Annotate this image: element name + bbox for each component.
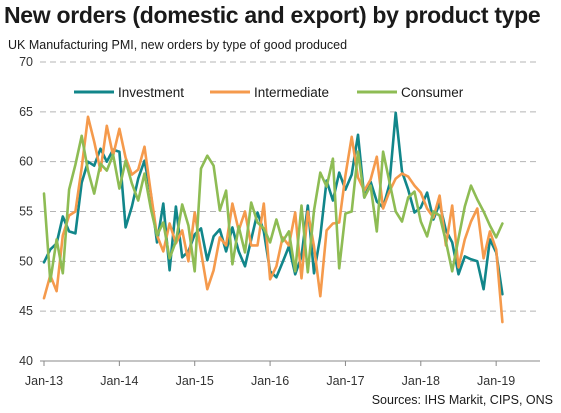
legend: Investment Intermediate Consumer xyxy=(74,85,464,100)
x-tick-label: Jan-19 xyxy=(477,374,515,388)
series-line-consumer xyxy=(42,134,504,283)
x-tick-label: Jan-14 xyxy=(100,374,138,388)
sources-note: Sources: IHS Markit, CIPS, ONS xyxy=(371,393,553,407)
x-tick-label: Jan-16 xyxy=(251,374,289,388)
series-line-intermediate xyxy=(42,115,504,324)
y-tick-label: 70 xyxy=(19,55,33,69)
x-tick-label: Jan-17 xyxy=(326,374,364,388)
x-tick-label: Jan-13 xyxy=(25,374,63,388)
y-tick-label: 55 xyxy=(19,205,33,219)
series-lines xyxy=(42,111,504,324)
series-line-investment xyxy=(42,111,504,296)
legend-label-intermediate: Intermediate xyxy=(254,85,329,100)
chart-title: New orders (domestic and export) by prod… xyxy=(4,2,541,28)
x-tick-label: Jan-15 xyxy=(176,374,214,388)
y-tick-label: 60 xyxy=(19,155,33,169)
legend-label-consumer: Consumer xyxy=(401,85,464,100)
chart-subtitle: UK Manufacturing PMI, new orders by type… xyxy=(8,38,348,52)
legend-label-investment: Investment xyxy=(118,85,184,100)
x-tick-label: Jan-18 xyxy=(402,374,440,388)
y-tick-label: 50 xyxy=(19,254,33,268)
y-tick-label: 65 xyxy=(19,105,33,119)
y-tick-label: 40 xyxy=(19,354,33,368)
x-axis: Jan-13 Jan-14 Jan-15 Jan-16 Jan-17 Jan-18 Jan-… xyxy=(25,360,540,388)
y-tick-label: 45 xyxy=(19,304,33,318)
y-axis-tick-labels: 40 45 50 55 60 65 70 xyxy=(19,55,33,368)
